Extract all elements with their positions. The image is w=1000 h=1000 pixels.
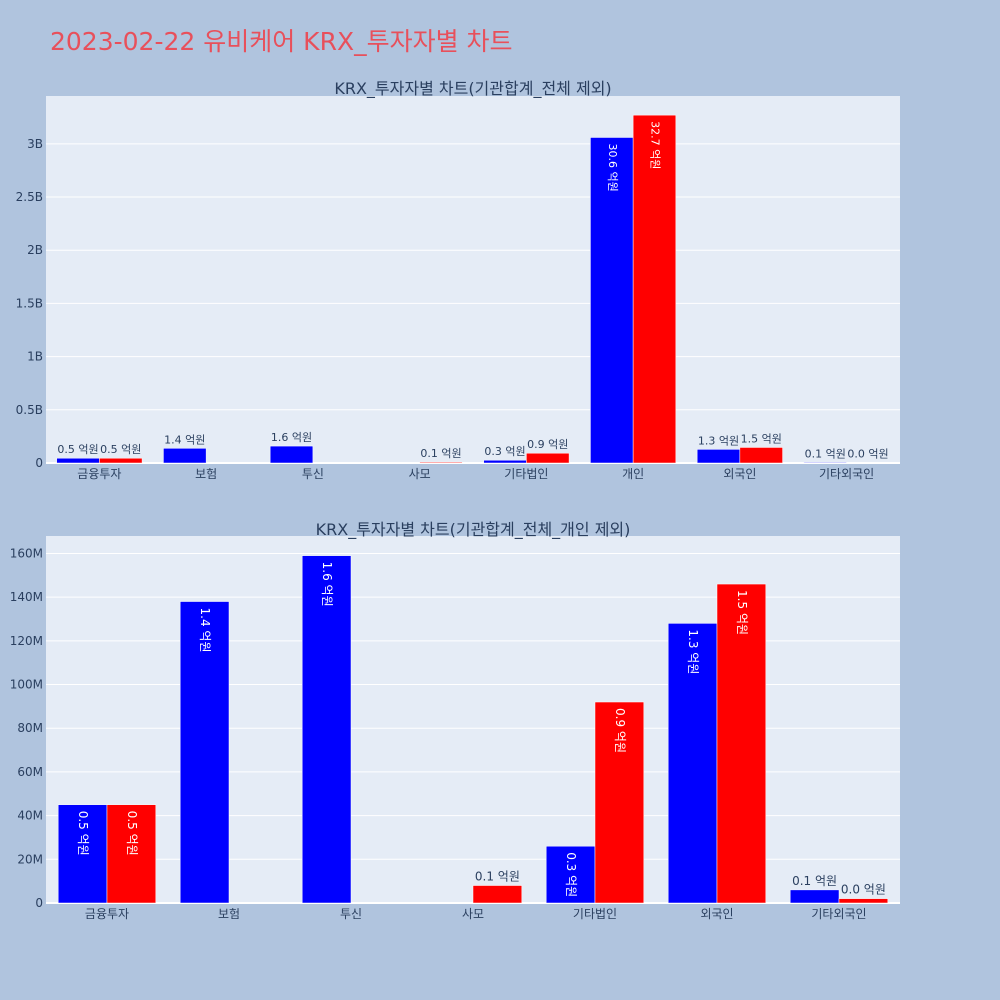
y-tick-label: 160M xyxy=(10,546,43,560)
data-label: 0.3 억원 xyxy=(484,445,525,458)
data-label: 0.0 억원 xyxy=(847,448,888,461)
bar xyxy=(472,885,523,904)
y-tick-label: 40M xyxy=(17,809,43,823)
bar xyxy=(789,889,840,904)
y-tick-label: 140M xyxy=(10,590,43,604)
x-tick-label: 기타외국인 xyxy=(811,907,866,921)
bar xyxy=(269,445,314,464)
data-label: 0.0 억원 xyxy=(841,883,886,897)
data-label: 0.5 억원 xyxy=(76,811,90,856)
y-tick-label: 2.5B xyxy=(16,190,43,204)
chart-title: KRX_투자자별 차트(기관합계_전체_개인 제외) xyxy=(316,520,631,540)
x-tick-label: 외국인 xyxy=(723,467,756,481)
y-tick-label: 0 xyxy=(35,456,43,470)
chart-title: KRX_투자자별 차트(기관합계_전체 제외) xyxy=(334,79,611,99)
data-label: 1.3 억원 xyxy=(686,629,700,674)
bar xyxy=(838,898,889,904)
data-label: 32.7 억원 xyxy=(648,121,661,169)
bar xyxy=(179,601,230,904)
data-label: 1.6 억원 xyxy=(320,562,334,607)
bar xyxy=(739,447,783,464)
y-tick-label: 100M xyxy=(10,678,43,692)
bar xyxy=(594,701,645,904)
bar xyxy=(667,623,718,904)
data-label: 0.5 억원 xyxy=(100,443,141,456)
x-tick-label: 보험 xyxy=(218,907,240,921)
x-tick-label: 기타법인 xyxy=(573,907,617,921)
bar xyxy=(590,137,634,464)
bar xyxy=(99,457,143,464)
y-tick-label: 3B xyxy=(27,137,43,151)
data-label: 0.9 억원 xyxy=(613,708,627,753)
data-label: 1.5 억원 xyxy=(735,590,749,635)
bar xyxy=(106,804,157,904)
y-tick-label: 1B xyxy=(27,350,43,364)
bar xyxy=(526,452,570,464)
plot-area xyxy=(46,96,900,463)
x-tick-label: 개인 xyxy=(622,467,644,481)
bar xyxy=(716,583,767,904)
page-title: 2023-02-22 유비케어 KRX_투자자별 차트 xyxy=(50,27,513,56)
x-tick-label: 투신 xyxy=(340,907,362,921)
data-label: 0.5 억원 xyxy=(57,443,98,456)
chart-top: KRX_투자자별 차트(기관합계_전체 제외) 0 0.5B 1B 1.5B 2B 2.5B… xyxy=(16,79,900,481)
y-tick-label: 60M xyxy=(17,765,43,779)
x-tick-label: 금융투자 xyxy=(77,467,121,481)
plot-area xyxy=(46,536,900,903)
y-tick-label: 2B xyxy=(27,243,43,257)
y-tick-label: 20M xyxy=(17,852,43,866)
bar xyxy=(301,555,352,904)
bar xyxy=(419,461,463,464)
bar xyxy=(545,845,596,904)
y-tick-label: 0 xyxy=(35,896,43,910)
bar xyxy=(632,114,677,464)
y-tick-label: 1.5B xyxy=(16,296,43,310)
data-label: 0.9 억원 xyxy=(527,438,568,451)
bar xyxy=(57,804,108,904)
x-tick-label: 사모 xyxy=(462,907,484,921)
x-tick-label: 기타법인 xyxy=(504,467,548,481)
data-label: 30.6 억원 xyxy=(606,143,619,191)
x-tick-label: 투신 xyxy=(302,467,324,481)
y-tick-label: 0.5B xyxy=(16,403,43,417)
bar xyxy=(163,448,207,464)
data-label: 1.5 억원 xyxy=(741,432,782,445)
data-label: 0.1 억원 xyxy=(420,447,461,460)
data-label: 1.6 억원 xyxy=(271,431,312,444)
x-tick-label: 금융투자 xyxy=(85,907,129,921)
data-label: 0.3 억원 xyxy=(564,852,578,897)
data-label: 1.4 억원 xyxy=(198,608,212,653)
data-label: 0.1 억원 xyxy=(792,874,837,888)
data-label: 1.3 억원 xyxy=(698,434,739,447)
data-label: 1.4 억원 xyxy=(164,433,205,446)
data-label: 0.1 억원 xyxy=(475,870,520,884)
x-tick-label: 기타외국인 xyxy=(819,467,874,481)
x-tick-label: 사모 xyxy=(409,467,431,481)
x-tick-label: 보험 xyxy=(195,467,217,481)
data-label: 0.1 억원 xyxy=(805,447,846,460)
bar xyxy=(846,462,890,464)
data-label: 0.5 억원 xyxy=(125,811,139,856)
x-tick-label: 외국인 xyxy=(700,907,733,921)
y-tick-label: 120M xyxy=(10,634,43,648)
y-tick-label: 80M xyxy=(17,721,43,735)
